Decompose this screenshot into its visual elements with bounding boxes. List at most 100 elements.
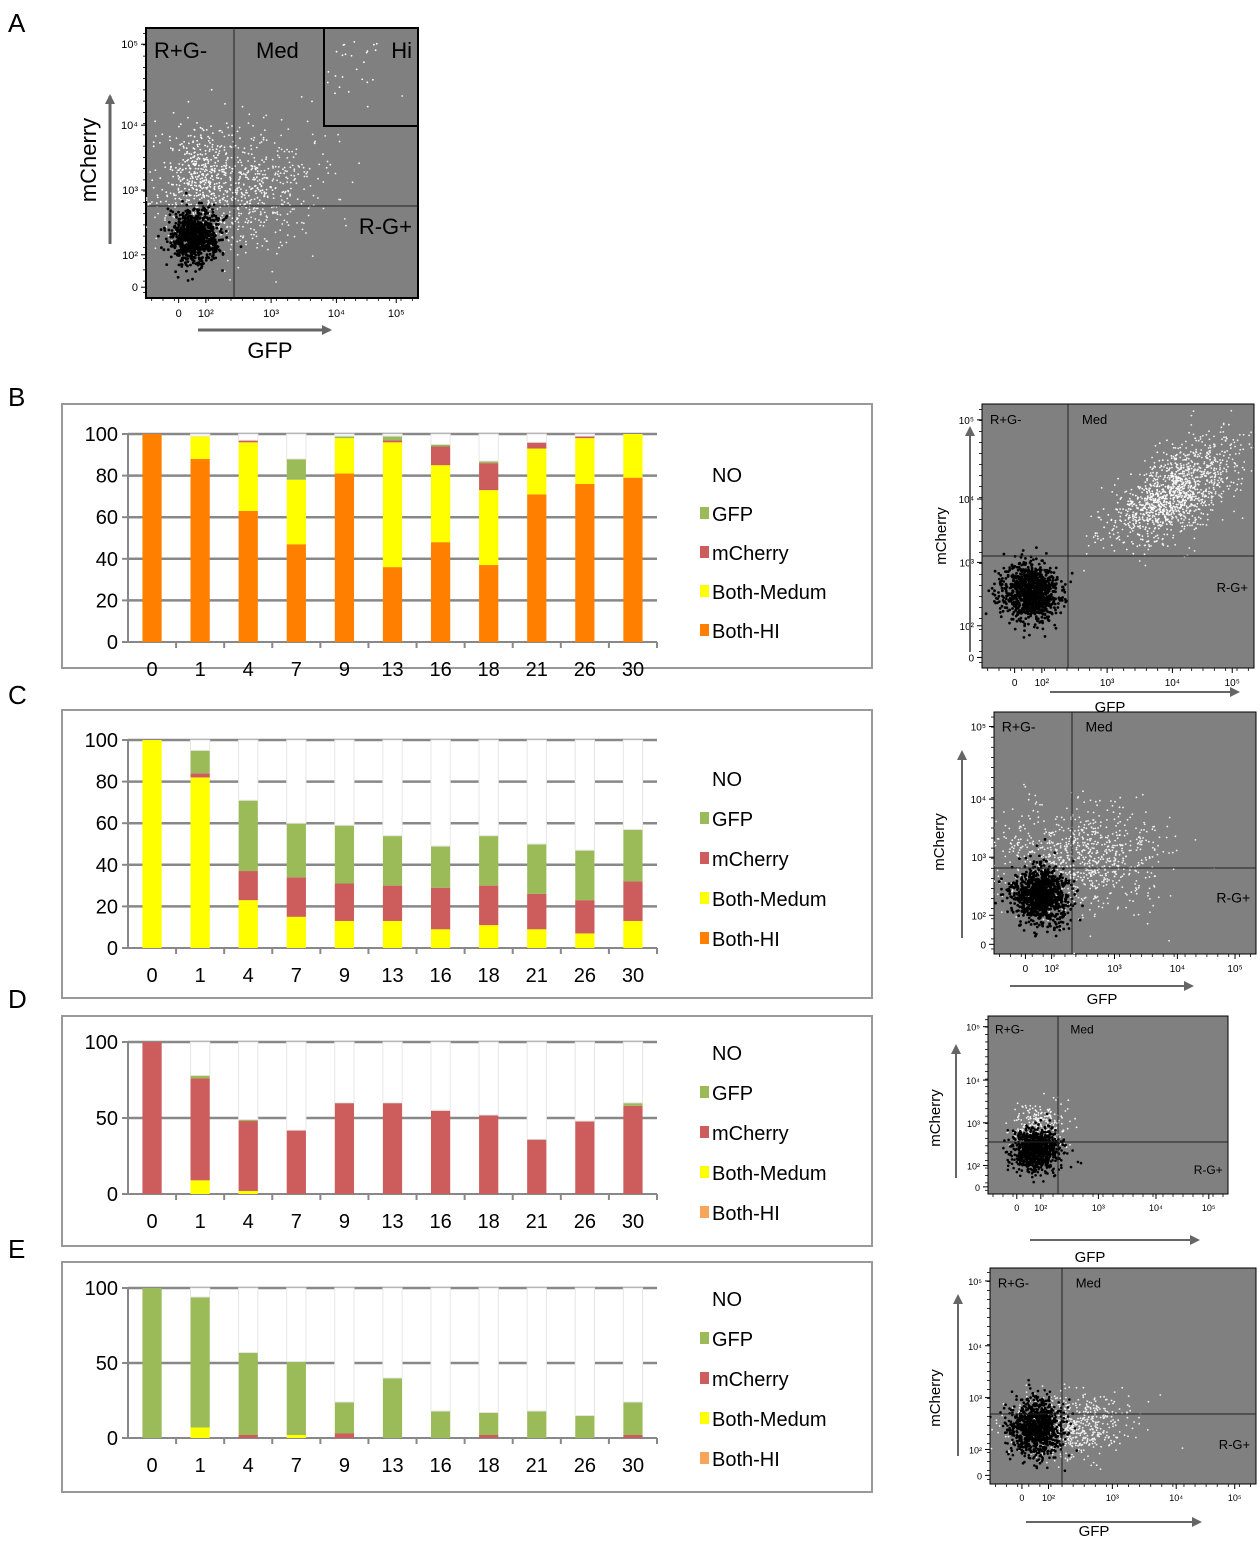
event-dot (252, 210, 254, 213)
bar-segment-gfp (286, 458, 306, 480)
event-dot (170, 229, 174, 232)
event-dot (237, 221, 240, 224)
event-dot (1179, 522, 1182, 524)
event-dot (1148, 518, 1151, 521)
event-dot (198, 164, 200, 167)
event-dot (1194, 488, 1197, 491)
event-dot (179, 167, 182, 170)
event-dot (279, 241, 282, 244)
event-dot (326, 160, 329, 163)
event-dot (1199, 523, 1202, 526)
event-dot (1040, 587, 1043, 591)
event-dot (1164, 516, 1167, 518)
event-dot (1243, 461, 1246, 463)
bar-segment-no (286, 1041, 307, 1131)
event-dot (184, 250, 188, 254)
event-dot (1172, 536, 1174, 539)
event-dot (1189, 450, 1192, 453)
event-dot (1220, 473, 1222, 476)
bar-segment-mcherry (430, 1110, 451, 1194)
event-dot (1049, 606, 1053, 609)
event-dot (265, 192, 268, 194)
event-dot (227, 239, 230, 242)
event-dot (1122, 859, 1125, 862)
event-dot (1113, 864, 1116, 866)
y-tick-label: 100 (85, 1278, 118, 1300)
event-dot (1054, 590, 1057, 594)
event-dot (293, 208, 295, 210)
event-dot (266, 177, 268, 180)
event-dot (1154, 535, 1157, 538)
event-dot (1162, 483, 1165, 486)
event-dot (1025, 599, 1028, 603)
event-dot (1143, 489, 1145, 491)
event-dot (242, 236, 244, 239)
bar-segment-mcherry (479, 1435, 499, 1438)
event-dot (1187, 457, 1190, 460)
event-dot (219, 189, 222, 192)
event-dot (238, 181, 240, 184)
event-dot (261, 177, 264, 180)
event-dot (1089, 935, 1092, 938)
event-dot (1111, 864, 1114, 866)
event-dot (1136, 545, 1139, 548)
event-dot (1172, 494, 1174, 497)
event-dot (1169, 504, 1172, 507)
event-dot (171, 232, 174, 236)
event-dot (1167, 514, 1170, 516)
event-dot (181, 211, 185, 215)
event-dot (1217, 479, 1219, 482)
event-dot (1196, 502, 1199, 505)
event-dot (1181, 481, 1183, 483)
x-tick-label: 10³ (263, 308, 279, 320)
x-tick-label: 7 (291, 965, 302, 987)
bar-segment-no (382, 739, 403, 837)
event-dot (249, 200, 252, 202)
event-dot (279, 181, 282, 184)
event-dot (255, 207, 258, 210)
event-dot (991, 854, 993, 856)
event-dot (1129, 531, 1132, 534)
legend-label-no: NO (712, 1043, 742, 1065)
event-dot (1126, 510, 1129, 513)
event-dot (1153, 523, 1155, 525)
event-dot (1138, 534, 1141, 536)
bar-segment-gfp (575, 1415, 595, 1438)
event-dot (289, 193, 291, 196)
event-dot (1198, 455, 1201, 457)
event-dot (184, 160, 187, 163)
bar-segment-gfp (623, 829, 643, 882)
event-dot (1036, 626, 1039, 630)
event-dot (253, 156, 256, 159)
event-dot (262, 181, 264, 184)
event-dot (1172, 502, 1175, 505)
event-dot (1228, 423, 1230, 426)
event-dot (317, 197, 319, 199)
event-dot (1202, 493, 1204, 496)
event-dot (186, 159, 189, 162)
event-dot (194, 262, 198, 266)
event-dot (154, 216, 156, 219)
event-dot (1036, 603, 1040, 606)
event-dot (1044, 573, 1048, 577)
event-dot (221, 269, 224, 272)
event-dot (184, 238, 188, 242)
event-dot (1125, 548, 1128, 551)
legend-swatch-both-medum (700, 585, 709, 597)
y-tick-label: 10⁵ (121, 39, 138, 51)
x-tick-label: 10² (198, 308, 214, 320)
legend-label-no: NO (712, 465, 742, 487)
event-dot (1063, 598, 1067, 601)
event-dot (256, 170, 259, 173)
event-dot (1199, 436, 1202, 438)
event-dot (1022, 561, 1026, 564)
event-dot (274, 231, 277, 234)
event-dot (1149, 484, 1152, 487)
event-dot (1203, 462, 1205, 465)
event-dot (239, 239, 241, 242)
event-dot (1170, 457, 1173, 460)
event-dot (263, 202, 265, 205)
event-dot (1193, 499, 1196, 502)
event-dot (1041, 559, 1044, 563)
event-dot (1137, 861, 1140, 864)
